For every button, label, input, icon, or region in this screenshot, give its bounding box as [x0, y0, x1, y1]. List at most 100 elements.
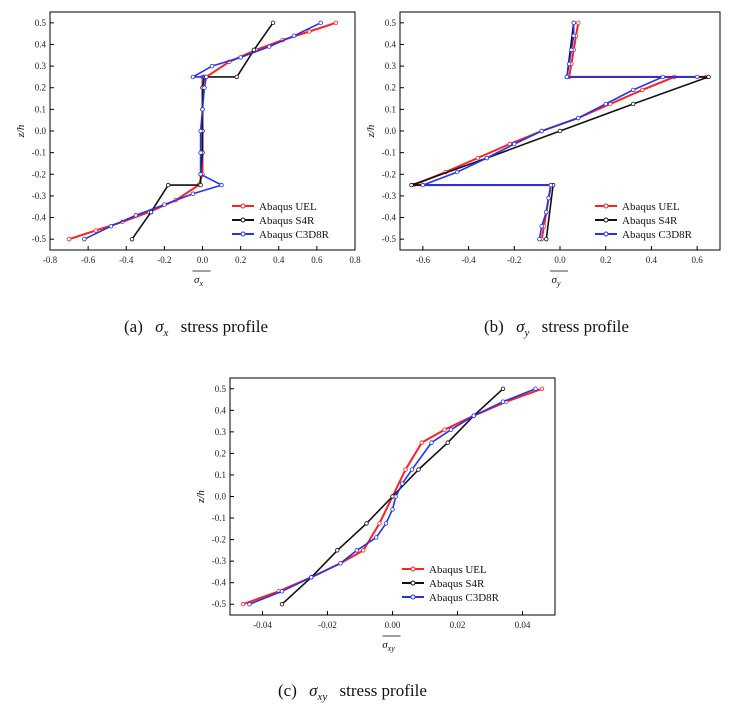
caption-c: (c) σxy stress profile: [278, 681, 427, 704]
x-tick-label: -0.04: [253, 620, 272, 630]
data-point: [219, 182, 224, 188]
data-point: [390, 507, 395, 512]
x-tick-label: 0.00: [385, 620, 401, 630]
caption-b-label: (b): [484, 317, 504, 336]
data-point: [630, 87, 636, 93]
x-tick-label: 0.02: [450, 620, 466, 630]
caption-b-symbol: σ: [516, 317, 525, 336]
x-tick-label: 0.04: [515, 620, 531, 630]
y-tick-label: 0.4: [215, 405, 227, 415]
legend-marker: [410, 566, 416, 572]
data-point: [564, 74, 570, 80]
data-point: [209, 63, 215, 69]
data-point: [400, 481, 405, 486]
data-point: [335, 548, 340, 553]
legend-entry: Abaqus UEL: [622, 201, 680, 213]
data-point: [566, 61, 572, 67]
data-point: [307, 29, 312, 34]
y-tick-label: -0.4: [212, 578, 227, 588]
x-axis-label-symbol: σ: [382, 639, 388, 651]
caption-c-sub: xy: [317, 691, 328, 703]
legend-marker: [410, 580, 416, 586]
y-axis-label: z/h: [365, 124, 377, 138]
data-point: [471, 413, 476, 418]
data-point: [270, 20, 276, 26]
data-point: [571, 33, 576, 38]
y-tick-label: 0.3: [35, 61, 47, 71]
x-tick-label: 0.2: [600, 255, 611, 265]
y-tick-label: 0.1: [215, 470, 226, 480]
data-point: [420, 182, 426, 188]
data-point: [93, 228, 98, 233]
data-point: [706, 74, 711, 80]
data-point: [165, 182, 171, 188]
y-tick-label: 0.4: [35, 39, 47, 49]
series-line-abaqus-c3d8r: [249, 388, 536, 605]
legend-entry: Abaqus UEL: [259, 201, 317, 213]
data-point: [240, 602, 246, 607]
data-point: [548, 182, 554, 188]
data-point: [403, 467, 408, 472]
legend-entry: Abaqus C3D8R: [622, 229, 693, 241]
x-axis-label-sub: y: [556, 279, 561, 288]
x-tick-label: -0.2: [507, 255, 521, 265]
data-point: [190, 191, 196, 196]
data-point: [162, 202, 167, 207]
y-tick-label: 0.2: [385, 83, 396, 93]
data-point: [190, 74, 196, 80]
x-tick-label: 0.2: [235, 255, 246, 265]
x-axis-label: σxy: [382, 639, 395, 653]
data-point: [544, 236, 549, 242]
y-tick-label: -0.2: [212, 535, 226, 545]
y-tick-label: 0.5: [385, 18, 397, 28]
legend-marker: [603, 217, 609, 223]
data-point: [291, 33, 297, 38]
legend-marker: [240, 217, 246, 223]
legend-marker: [603, 203, 609, 209]
x-tick-label: 0.6: [311, 255, 323, 265]
y-tick-label: 0.2: [35, 83, 46, 93]
caption-a-symbol: σ: [155, 317, 164, 336]
legend-marker: [410, 594, 416, 600]
x-tick-label: 0.0: [197, 255, 209, 265]
y-tick-label: 0.0: [385, 126, 397, 136]
chart-panel-c: -0.04 -0.02 0.00 0.02 0.04 0.5 0.4 0.3 0.2 0.1 0.0…: [195, 377, 556, 653]
data-point: [539, 128, 544, 134]
y-tick-label: 0.3: [385, 61, 397, 71]
data-point: [475, 155, 480, 161]
data-point: [557, 128, 563, 134]
x-tick-label: -0.4: [119, 255, 134, 265]
data-point: [279, 602, 285, 607]
caption-b-text: stress profile: [542, 317, 629, 336]
caption-c-symbol: σ: [309, 681, 318, 700]
data-point: [364, 521, 369, 526]
y-tick-label: -0.4: [32, 213, 47, 223]
caption-c-label: (c): [278, 681, 297, 700]
data-point: [694, 74, 700, 80]
x-tick-label: 0.8: [349, 255, 361, 265]
legend-entry: Abaqus C3D8R: [429, 592, 500, 604]
series-line-abaqus-c3d8r: [83, 22, 322, 240]
y-tick-label: 0.1: [385, 104, 396, 114]
data-point: [393, 494, 398, 499]
data-point: [409, 467, 415, 472]
data-point: [576, 115, 581, 121]
data-point: [500, 386, 506, 391]
caption-b: (b) σy stress profile: [484, 317, 629, 340]
data-point: [448, 427, 454, 432]
legend-entry: Abaqus S4R: [622, 215, 678, 227]
data-point: [247, 602, 252, 607]
legend-entry: Abaqus UEL: [429, 564, 487, 576]
y-tick-label: 0.0: [215, 492, 227, 502]
y-tick-label: -0.2: [382, 169, 396, 179]
data-point: [267, 44, 272, 49]
data-point: [129, 236, 135, 242]
caption-a-label: (a): [124, 317, 143, 336]
data-point: [533, 386, 538, 391]
legend-entry: Abaqus S4R: [429, 578, 485, 590]
chart-panel-a: -0.8 -0.6 -0.4 -0.2 0.0 0.2 0.4 0.6 0.8 0.5 0.4 0.3…: [15, 11, 361, 288]
data-point: [383, 521, 389, 526]
data-point: [539, 386, 545, 391]
data-point: [279, 589, 285, 594]
y-tick-label: -0.4: [382, 213, 397, 223]
